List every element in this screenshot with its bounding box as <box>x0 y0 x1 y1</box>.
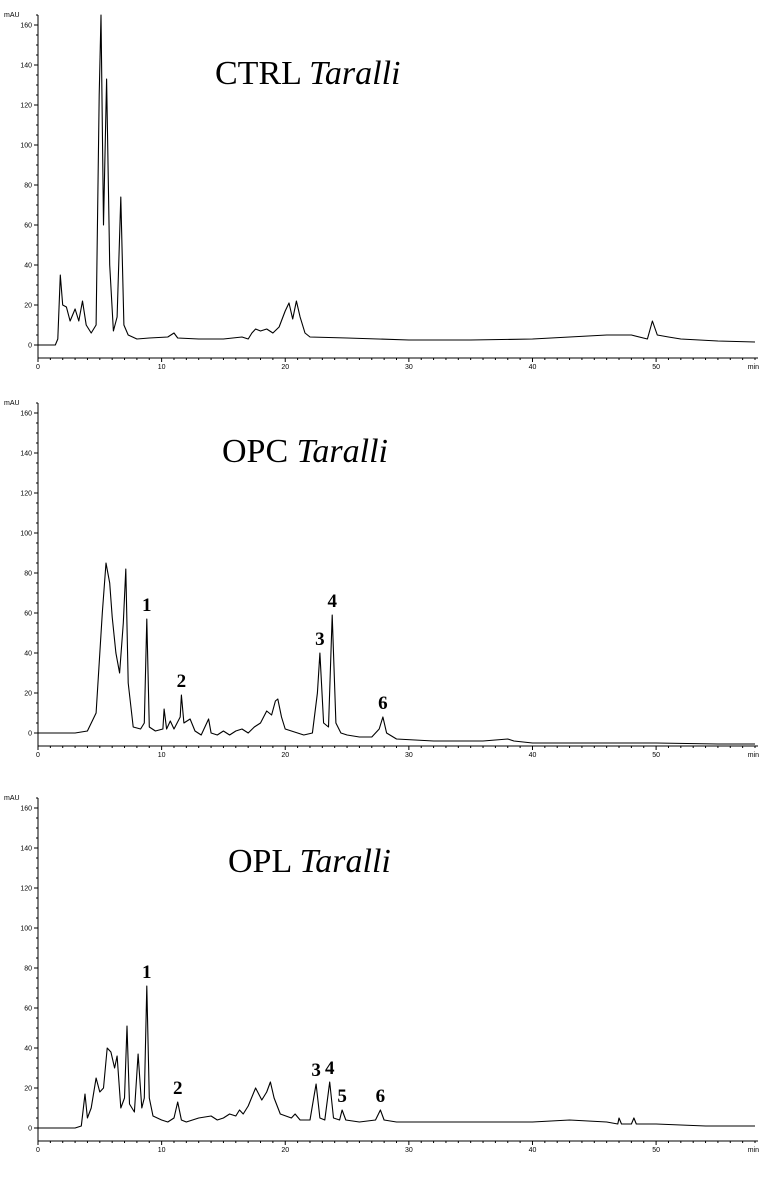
y-tick-label: 120 <box>20 886 32 893</box>
y-tick-label: 160 <box>20 806 32 813</box>
y-tick-label: 80 <box>24 183 32 190</box>
y-tick-label: 40 <box>24 263 32 270</box>
y-tick-label: 20 <box>24 691 32 698</box>
x-tick-label: 40 <box>529 364 537 371</box>
peak-label: 4 <box>327 591 337 612</box>
y-tick-label: 60 <box>24 611 32 618</box>
peak-label: 1 <box>142 595 152 616</box>
y-tick-label: 140 <box>20 451 32 458</box>
y-axis-unit-label: mAU <box>4 12 20 19</box>
peak-label: 1 <box>142 962 152 983</box>
y-tick-label: 160 <box>20 411 32 418</box>
chart-panel-1: mAU 0 20 40 60 80 100 120 140 160 0 10 20 30 40 50 min CT… <box>4 12 759 371</box>
y-tick-label: 0 <box>28 343 32 350</box>
y-tick-label: 40 <box>24 1046 32 1053</box>
y-tick-label: 160 <box>20 23 32 30</box>
chromatogram-trace <box>38 14 756 346</box>
chart-title-product: Taralli <box>299 843 390 880</box>
x-tick-label: 0 <box>36 364 40 371</box>
chart-title: OPC Taralli <box>222 433 388 470</box>
chart-title: OPL Taralli <box>228 843 391 880</box>
chart-title-sample: CTRL <box>215 55 309 92</box>
chromatogram-trace <box>38 985 755 1129</box>
chart-title-sample: OPC <box>222 433 297 470</box>
y-tick-label: 0 <box>28 1126 32 1133</box>
x-tick-label: 50 <box>652 364 660 371</box>
x-tick-label: 10 <box>158 752 166 759</box>
x-tick-label: 30 <box>405 1147 413 1154</box>
peak-label: 2 <box>177 671 187 692</box>
chart-title-product: Taralli <box>309 55 400 92</box>
y-tick-label: 0 <box>28 731 32 738</box>
y-tick-label: 60 <box>24 223 32 230</box>
x-tick-label: 20 <box>281 752 289 759</box>
y-axis-unit-label: mAU <box>4 400 20 407</box>
peak-label: 6 <box>376 1086 386 1107</box>
peak-label: 4 <box>325 1058 335 1079</box>
x-tick-label: 30 <box>405 364 413 371</box>
x-tick-label: 50 <box>652 752 660 759</box>
y-tick-label: 140 <box>20 846 32 853</box>
y-tick-label: 120 <box>20 491 32 498</box>
peak-label: 2 <box>173 1078 183 1099</box>
chart-title-product: Taralli <box>297 433 388 470</box>
x-axis-unit-label: min <box>748 752 759 759</box>
y-tick-label: 80 <box>24 571 32 578</box>
chart-title: CTRL Taralli <box>215 55 401 92</box>
y-tick-label: 140 <box>20 63 32 70</box>
x-tick-label: 0 <box>36 1147 40 1154</box>
x-tick-label: 40 <box>529 752 537 759</box>
x-tick-label: 10 <box>158 1147 166 1154</box>
y-tick-label: 80 <box>24 966 32 973</box>
y-axis-unit-label: mAU <box>4 795 20 802</box>
chromatogram-trace <box>38 562 755 745</box>
peak-label: 3 <box>311 1060 321 1081</box>
x-tick-label: 0 <box>36 752 40 759</box>
y-tick-label: 20 <box>24 303 32 310</box>
peak-label: 3 <box>315 629 325 650</box>
x-tick-label: 20 <box>281 1147 289 1154</box>
y-tick-label: 100 <box>20 531 32 538</box>
x-axis-unit-label: min <box>748 364 759 371</box>
x-axis-unit-label: min <box>748 1147 759 1154</box>
x-tick-label: 10 <box>158 364 166 371</box>
x-tick-label: 50 <box>652 1147 660 1154</box>
peak-label: 5 <box>337 1086 347 1107</box>
x-tick-label: 30 <box>405 752 413 759</box>
x-tick-label: 20 <box>281 364 289 371</box>
peak-label: 6 <box>378 693 388 714</box>
chart-panel-3: mAU 0 20 40 60 80 100 120 140 160 0 10 20 30 40 50 min OP… <box>4 795 759 1154</box>
y-tick-label: 60 <box>24 1006 32 1013</box>
y-tick-label: 100 <box>20 143 32 150</box>
y-tick-label: 20 <box>24 1086 32 1093</box>
chart-panel-2: mAU 0 20 40 60 80 100 120 140 160 0 10 20 30 40 50 min OP… <box>4 400 759 759</box>
x-tick-label: 40 <box>529 1147 537 1154</box>
chart-title-sample: OPL <box>228 843 299 880</box>
y-tick-label: 120 <box>20 103 32 110</box>
y-tick-label: 100 <box>20 926 32 933</box>
y-tick-label: 40 <box>24 651 32 658</box>
